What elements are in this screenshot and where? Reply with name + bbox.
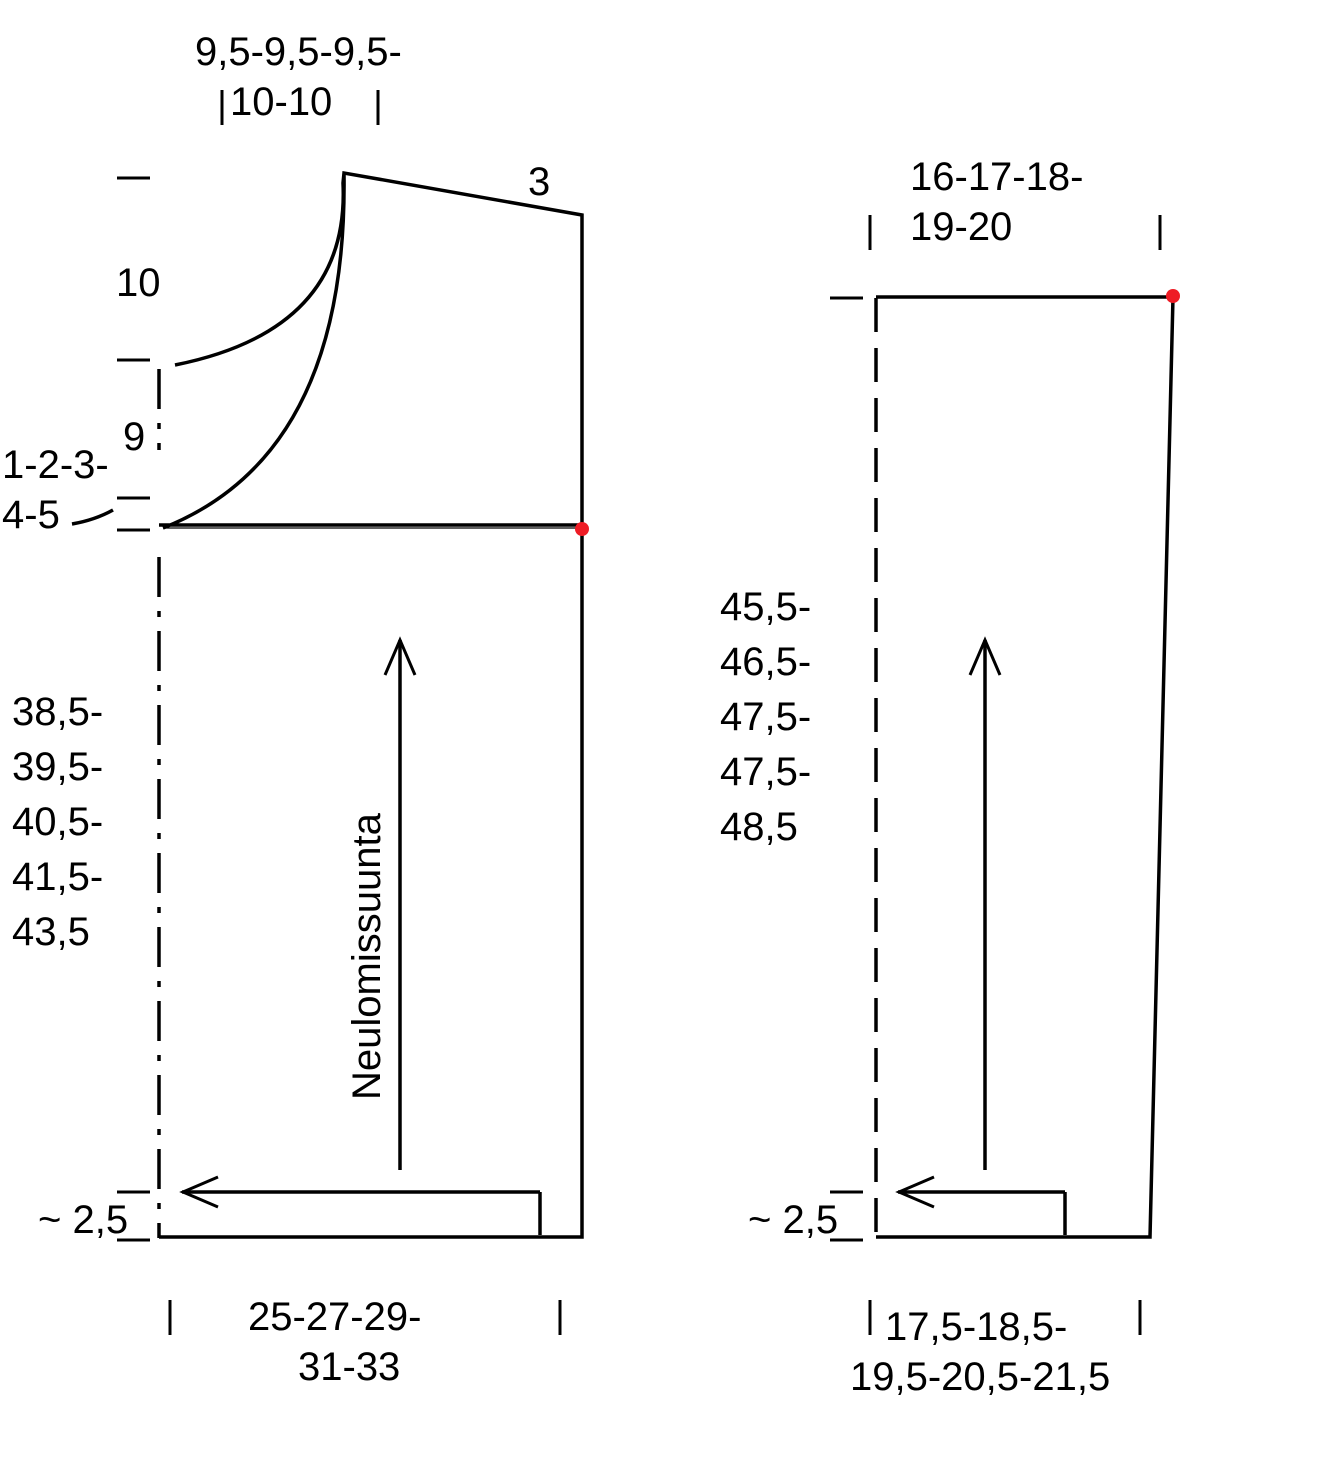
body-length-l1: 38,5-: [12, 690, 103, 734]
body-neck-depth: 10: [116, 261, 161, 305]
body-length-l3: 40,5-: [12, 800, 103, 844]
sleeve-top-width-l2: 19-20: [910, 205, 1012, 249]
body-length-l5: 43,5: [12, 910, 90, 954]
body-direction-label: Neulomissuunta: [345, 812, 389, 1100]
sleeve-bottom-width-l2: 19,5-20,5-21,5: [850, 1355, 1110, 1399]
body-length-l2: 39,5-: [12, 745, 103, 789]
body-top-width-line1: 9,5-9,5-9,5-: [195, 30, 402, 74]
sleeve-top-width-l1: 16-17-18-: [910, 155, 1083, 199]
body-length-l4: 41,5-: [12, 855, 103, 899]
body-hem-arrow: [182, 1177, 540, 1235]
body-shoulder-drop: 3: [528, 160, 550, 204]
sleeve-hem-arrow: [898, 1177, 1065, 1235]
schematic-diagram: Neulomissuunta 9,5-9,5-9,5- 10-10 3 10 9…: [0, 0, 1321, 1458]
sleeve-marker-dot: [1166, 289, 1180, 303]
body-top-width-line2: 10-10: [230, 80, 332, 124]
body-armhole-depth: 9: [123, 415, 145, 459]
body-direction-arrow: [385, 640, 415, 1170]
sleeve-length-l1: 45,5-: [720, 585, 811, 629]
sleeve-outline: [876, 297, 1173, 1237]
sleeve-length-l2: 46,5-: [720, 640, 811, 684]
sleeve-length-l4: 47,5-: [720, 750, 811, 794]
body-ease-connector: [72, 510, 113, 524]
body-bottom-width-l1: 25-27-29-: [248, 1295, 421, 1339]
body-bottom-width-l2: 31-33: [298, 1345, 400, 1389]
sleeve-hem-height: ~ 2,5: [748, 1198, 838, 1242]
sleeve-direction-arrow: [970, 640, 1000, 1170]
sleeve-length-l5: 48,5: [720, 805, 798, 849]
body-hem-height: ~ 2,5: [38, 1198, 128, 1242]
body-marker-dot: [575, 522, 589, 536]
sleeve-bottom-width-l1: 17,5-18,5-: [885, 1305, 1067, 1349]
sleeve-length-l3: 47,5-: [720, 695, 811, 739]
body-armhole-ease-l1: 1-2-3-: [2, 443, 109, 487]
body-armhole-ease-l2: 4-5: [2, 493, 60, 537]
